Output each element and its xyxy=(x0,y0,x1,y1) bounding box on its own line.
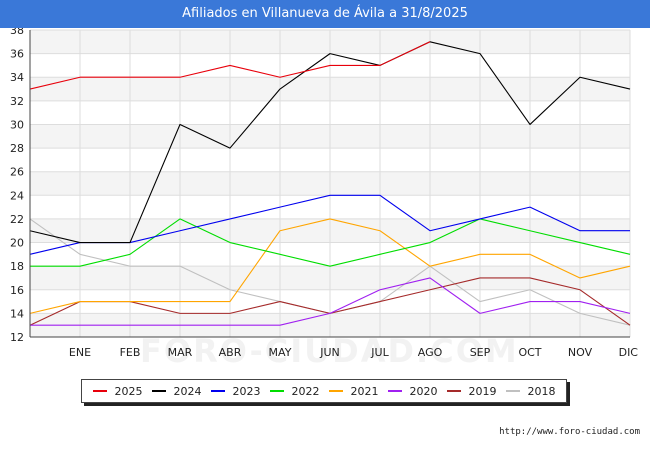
series-line-2021 xyxy=(29,218,631,314)
x-tick-label: SEP xyxy=(470,346,491,359)
y-tick-label: 18 xyxy=(10,260,24,273)
x-tick-label: OCT xyxy=(518,346,541,359)
legend-swatch xyxy=(505,390,520,392)
series-lines xyxy=(29,41,631,326)
legend-label: 2022 xyxy=(291,384,320,398)
y-tick-label: 16 xyxy=(10,284,24,297)
x-tick-label: MAR xyxy=(168,346,193,359)
legend-label: 2023 xyxy=(232,384,261,398)
series-line-2024 xyxy=(29,41,631,244)
legend-item-2021: 2021 xyxy=(328,384,379,398)
legend-swatch xyxy=(210,390,225,392)
legend-item-2018: 2018 xyxy=(505,384,556,398)
x-tick-label: FEB xyxy=(120,346,141,359)
y-tick-label: 24 xyxy=(10,189,24,202)
x-tick-label: JUL xyxy=(370,346,389,359)
y-tick-label: 14 xyxy=(10,307,24,320)
legend-label: 2025 xyxy=(114,384,143,398)
legend-label: 2024 xyxy=(173,384,202,398)
legend-item-2022: 2022 xyxy=(269,384,320,398)
y-tick-label: 30 xyxy=(10,118,24,131)
x-tick-label: ENE xyxy=(69,346,91,359)
x-tick-label: ABR xyxy=(219,346,242,359)
legend-label: 2019 xyxy=(468,384,497,398)
source-url[interactable]: http://www.foro-ciudad.com xyxy=(499,427,640,437)
legend-swatch xyxy=(269,390,284,392)
legend-swatch xyxy=(446,390,461,392)
legend-item-2025: 2025 xyxy=(92,384,143,398)
x-tick-label: JUN xyxy=(319,346,340,359)
y-tick-label: 36 xyxy=(10,48,24,61)
y-tick-label: 28 xyxy=(10,142,24,155)
legend: 2025 2024 2023 2022 2021 2020 2019 2018 xyxy=(81,379,567,403)
series-line-2020 xyxy=(30,277,631,326)
series-line-2022 xyxy=(30,218,631,267)
legend-label: 2020 xyxy=(409,384,438,398)
x-tick-labels: ENE FEB MAR ABR MAY JUN JUL AGO SEP OCT NOV DIC xyxy=(69,346,638,359)
y-tick-label: 32 xyxy=(10,95,24,108)
y-tick-label: 20 xyxy=(10,237,24,250)
legend-label: 2021 xyxy=(350,384,379,398)
chart-title: Afiliados en Villanueva de Ávila a 31/8/… xyxy=(0,0,650,28)
legend-item-2024: 2024 xyxy=(151,384,202,398)
legend-item-2023: 2023 xyxy=(210,384,261,398)
y-tick-label: 12 xyxy=(10,331,24,344)
watermark: FORO-CIUDAD.COM xyxy=(140,332,519,370)
y-tick-label: 26 xyxy=(10,166,24,179)
x-tick-label: MAY xyxy=(269,346,292,359)
legend-item-2020: 2020 xyxy=(387,384,438,398)
x-tick-label: AGO xyxy=(418,346,443,359)
legend-item-2019: 2019 xyxy=(446,384,497,398)
legend-swatch xyxy=(328,390,343,392)
axes xyxy=(29,30,630,338)
y-tick-label: 22 xyxy=(10,213,24,226)
x-tick-label: NOV xyxy=(568,346,593,359)
y-tick-label: 34 xyxy=(10,71,24,84)
x-tick-label: DIC xyxy=(619,346,639,359)
legend-swatch xyxy=(92,390,107,392)
legend-swatch xyxy=(387,390,402,392)
series-line-2025 xyxy=(29,41,431,90)
legend-label: 2018 xyxy=(527,384,556,398)
legend-swatch xyxy=(151,390,166,392)
